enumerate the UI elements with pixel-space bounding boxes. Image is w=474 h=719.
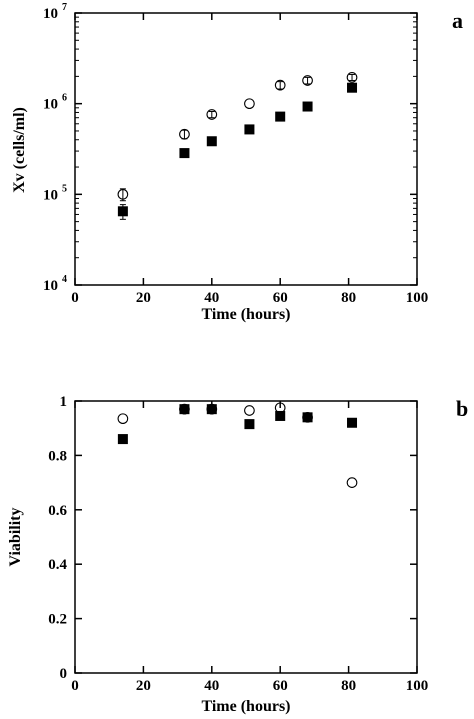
panel-a-x-tick-label: 20 [136,290,151,306]
panel-a-x-axis-title: Time (hours) [201,306,290,323]
panel-b-viability-chart: b Time (hours) Viability 0 20 40 60 80 100 0 0.… [7,394,468,715]
panel-a-y-tick-label: 10 5 [43,183,67,203]
panel-a-y-tick-label: 10 4 [43,274,67,294]
panel-a-filled-square-point [244,124,255,135]
panel-a-filled-square-point [302,101,313,112]
panel-a-open-circle-point [244,98,255,110]
panel-b-y-tick-label: 0 [60,666,68,682]
panel-b-filled-square-point [206,404,217,415]
panel-a-x-tick-label: 40 [204,290,219,306]
panel-a-y-axis-title: Xv (cells/ml) [11,107,28,193]
panel-b-x-tick-label: 80 [341,678,356,694]
panel-a-x-tick-label: 80 [341,290,356,306]
panel-b-y-axis-title: Viability [7,508,24,567]
panel-b-data-marks [117,402,358,488]
panel-b-y-tick-label: 1 [60,394,68,410]
panel-b-filled-square-point [179,404,190,415]
panel-b-open-circle-point [346,477,358,488]
panel-b-open-circle-point [244,405,255,416]
panel-a-open-circle-point [274,79,286,91]
panel-b-y-tick-label: 0.8 [48,448,67,464]
panel-a-x-tick-label: 0 [71,290,79,306]
panel-a-x-tick-label: 100 [406,290,429,306]
panel-a-x-tick-label: 60 [273,290,288,306]
panel-b-filled-square-point [244,419,255,430]
panel-b-ticks: 0 20 40 60 80 100 0 0.2 0.4 0.6 0.8 1 [48,394,428,694]
panel-b-label: b [456,396,468,421]
panel-b-open-circle-point [117,413,129,425]
panel-b-filled-square-point [347,417,358,428]
panel-a-y-tick-label: 10 7 [43,2,67,22]
panel-b-x-tick-label: 40 [204,678,219,694]
panel-b-y-tick-label: 0.4 [48,557,67,573]
panel-b-filled-square-point [302,412,313,423]
panel-a-y-tick-label: 10 6 [43,93,67,113]
panel-b-plot-frame [74,400,418,674]
panel-a-filled-square-point [206,136,217,147]
panel-b-x-tick-label: 0 [71,678,79,694]
panel-b-x-tick-label: 100 [406,678,429,694]
panel-a-xv-chart: a Time (hours) Xv (cells/ml) 0 20 40 60 80 10… [11,2,463,323]
panel-b-y-tick-label: 0.2 [48,612,67,628]
panel-a-label: a [452,8,463,33]
panel-b-filled-square-point [117,434,128,445]
panel-a-filled-square-point [179,148,190,159]
panel-b-x-tick-label: 20 [136,678,151,694]
panel-b-x-tick-label: 60 [273,678,288,694]
panel-b-filled-square-point [275,410,286,421]
panel-a-filled-square-point [275,111,286,122]
panel-a-plot-frame [74,12,418,286]
panel-a-open-circle-point [117,188,129,200]
panel-a-filled-square-point [117,206,128,217]
panel-a-open-circle-point [346,72,358,83]
panel-a-filled-square-point [347,82,358,93]
panel-a-open-circle-point [179,128,190,140]
panel-a-open-circle-point [302,75,313,86]
panel-a-open-circle-point [206,109,218,120]
panel-a-data-marks [117,72,358,220]
panel-b-y-tick-label: 0.6 [48,503,67,519]
panel-b-x-axis-title: Time (hours) [201,698,290,715]
